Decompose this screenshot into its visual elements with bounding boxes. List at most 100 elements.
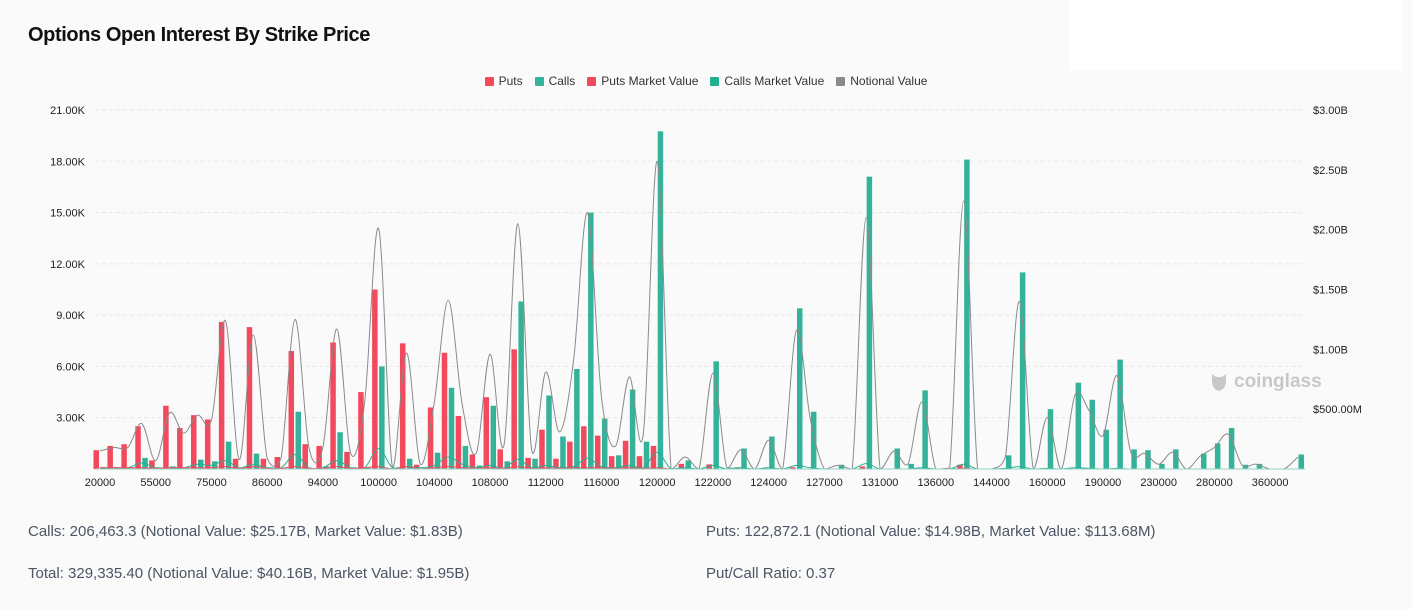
calls-bar	[1089, 399, 1096, 469]
x-tick-label: 144000	[973, 477, 1010, 489]
puts-bar	[483, 397, 490, 469]
puts-bar	[316, 445, 322, 469]
calls-bar	[1298, 454, 1304, 469]
calls-bar	[406, 458, 413, 469]
calls-bar	[434, 452, 441, 469]
puts-bar	[539, 429, 545, 469]
puts-bar	[344, 451, 350, 469]
calls-bar	[615, 455, 622, 469]
puts-bar	[274, 457, 281, 469]
y-left-tick-label: 12.00K	[50, 259, 86, 271]
calls-bar	[894, 448, 901, 469]
calls-bar	[1173, 449, 1179, 469]
puts-bar	[441, 352, 448, 469]
puts-bar	[191, 415, 197, 469]
calls-mv-swatch	[710, 76, 720, 86]
calls-bar	[769, 436, 775, 469]
calls-bar	[253, 453, 260, 469]
calls-bar	[866, 176, 873, 469]
notional-value-line	[99, 160, 1299, 470]
calls-bar	[225, 441, 232, 469]
legend-label: Puts Market Value	[601, 74, 699, 88]
calls-bar	[532, 458, 538, 469]
y-right-tick-label: $2.50B	[1313, 165, 1348, 177]
puts-bar	[594, 435, 601, 469]
puts-mv-swatch	[587, 76, 597, 86]
calls-bar	[629, 389, 636, 469]
y-left-tick-label: 21.00K	[50, 105, 86, 117]
x-tick-label: 280000	[1196, 477, 1233, 489]
puts-bar	[525, 457, 531, 469]
calls-bar	[964, 159, 970, 470]
x-tick-label: 55000	[140, 477, 171, 489]
puts-bar	[288, 351, 295, 469]
calls-bar	[462, 445, 469, 469]
puts-bar	[260, 458, 267, 469]
puts-bar	[553, 458, 559, 469]
calls-bar	[727, 467, 733, 469]
open-interest-chart: 3.00K 6.00K 9.00K 12.00K 15.00K 18.00K 21.00K $…	[50, 105, 1362, 489]
calls-bar	[1075, 382, 1082, 469]
legend-calls[interactable]: Calls	[534, 74, 575, 88]
puts-bar	[93, 450, 99, 469]
puts-bar	[859, 466, 866, 469]
x-tick-label: 127000	[806, 477, 843, 489]
calls-bar	[588, 212, 594, 470]
y-right-tick-label: $500.00M	[1313, 404, 1362, 416]
calls-bar	[211, 461, 218, 469]
y-left-tick-label: 6.00K	[56, 361, 85, 373]
calls-bar	[713, 361, 719, 469]
x-tick-label: 124000	[750, 477, 787, 489]
x-tick-label: 75000	[196, 477, 227, 489]
legend: Puts Calls Puts Market Value Calls Marke…	[0, 74, 1412, 88]
x-tick-label: 108000	[472, 477, 509, 489]
calls-bar	[1103, 429, 1109, 469]
calls-bar	[490, 405, 497, 469]
x-tick-label: 122000	[695, 477, 732, 489]
y-right-tick-label: $1.50B	[1313, 285, 1348, 297]
x-tick-label: 116000	[584, 477, 620, 489]
x-tick-label: 112000	[528, 477, 564, 489]
x-tick-label: 136000	[917, 477, 954, 489]
x-tick-label: 131000	[862, 477, 899, 489]
puts-bar	[149, 460, 155, 469]
calls-bar	[504, 461, 510, 469]
legend-notional-value[interactable]: Notional Value	[836, 74, 927, 88]
put-call-ratio: Put/Call Ratio: 0.37	[706, 565, 836, 582]
x-tick-label: 160000	[1029, 477, 1066, 489]
puts-summary: Puts: 122,872.1 (Notional Value: $14.98B…	[706, 523, 1156, 540]
y-right-tick-label: $1.00B	[1313, 344, 1348, 356]
calls-bar	[1256, 463, 1263, 469]
calls-bar	[560, 436, 566, 469]
puts-bar	[636, 456, 643, 469]
puts-bar	[246, 327, 253, 469]
calls-bar	[922, 390, 928, 469]
calls-bar	[657, 131, 664, 469]
calls-bar	[365, 467, 371, 469]
legend-puts[interactable]: Puts	[484, 74, 523, 88]
watermark-text: coinglass	[1234, 371, 1322, 392]
puts-bar	[581, 426, 587, 469]
legend-label: Calls Market Value	[724, 74, 825, 88]
calls-bar	[685, 460, 692, 469]
puts-bar	[107, 445, 113, 469]
y-right-tick-label: $3.00B	[1313, 105, 1348, 117]
calls-bar	[838, 464, 845, 469]
y-right-tick-label: $2.00B	[1313, 225, 1348, 237]
calls-bar	[1214, 443, 1221, 469]
puts-bar	[511, 349, 517, 469]
legend-calls-market-value[interactable]: Calls Market Value	[710, 74, 824, 88]
x-tick-label: 100000	[360, 477, 397, 489]
y-left-tick-label: 15.00K	[50, 208, 86, 220]
legend-label: Puts	[498, 74, 523, 88]
x-tick-label: 104000	[416, 477, 453, 489]
calls-bar	[643, 441, 650, 469]
puts-bar	[399, 343, 406, 469]
legend-puts-market-value[interactable]: Puts Market Value	[587, 74, 698, 88]
calls-swatch	[534, 76, 544, 86]
puts-bar	[302, 444, 308, 469]
puts-bar	[121, 444, 127, 469]
calls-bar	[1159, 463, 1165, 469]
puts-bar	[135, 426, 141, 469]
calls-bar	[1117, 359, 1123, 469]
